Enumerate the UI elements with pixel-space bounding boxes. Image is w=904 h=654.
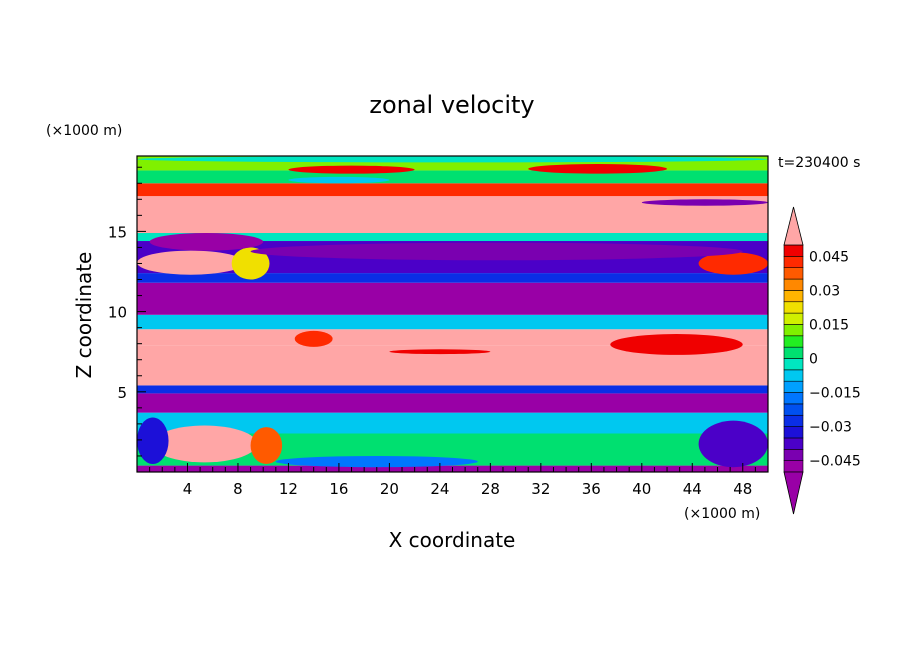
colorbar-tick-label: −0.015 — [809, 386, 861, 402]
contour-feature-5 — [294, 330, 333, 347]
x-tick-label: 32 — [531, 480, 550, 498]
colorbar-tick-label: −0.03 — [809, 420, 852, 436]
colorbar-swatch — [783, 346, 804, 359]
contour-band-6 — [137, 329, 768, 346]
contour-band-2 — [137, 412, 768, 434]
contour-band-8 — [137, 282, 768, 315]
contour-band-14 — [137, 170, 768, 184]
colorbar-swatch — [783, 324, 804, 337]
contour-feature-14 — [528, 164, 668, 174]
contour-feature-17 — [137, 156, 768, 163]
x-tick-label: 40 — [632, 480, 651, 498]
colorbar-swatch — [783, 278, 804, 291]
contour-feature-0 — [152, 425, 257, 463]
colorbar-swatch — [783, 426, 804, 439]
x-axis: 4 8 12 16 20 24 28 32 36 40 44 48 — [149, 463, 756, 498]
x-tick-label: 20 — [380, 480, 399, 498]
contour-band-7 — [137, 314, 768, 330]
colorbar-tick-label: −0.045 — [809, 454, 861, 470]
contour-feature-11 — [149, 232, 264, 251]
contour-feature-3 — [137, 417, 169, 464]
x-tick-label: 12 — [279, 480, 298, 498]
x-tick-label: 36 — [582, 480, 601, 498]
contour-feature-12 — [250, 242, 743, 261]
chart-title: zonal velocity — [369, 91, 534, 119]
colorbar-swatch — [783, 358, 804, 371]
contour-feature-8 — [137, 250, 245, 275]
contour-feature-15 — [288, 176, 390, 184]
colorbar-swatch — [783, 301, 804, 314]
contour-band-3 — [137, 393, 768, 413]
colorbar-swatch — [783, 290, 804, 303]
time-label: t=230400 s — [778, 155, 860, 171]
colorbar-tick-label: 0.015 — [809, 317, 849, 333]
contour-feature-9 — [231, 247, 270, 280]
colorbar-swatch — [783, 403, 804, 416]
colorbar-swatch — [783, 369, 804, 382]
colorbar-swatch — [783, 392, 804, 405]
colorbar-tick-label: 0.045 — [809, 249, 849, 265]
colorbar-swatch — [783, 335, 804, 348]
y-axis-unit: (×1000 m) — [46, 123, 122, 139]
colorbar-swatch — [783, 380, 804, 393]
contour-band-11 — [137, 232, 768, 242]
x-axis-unit: (×1000 m) — [684, 506, 760, 522]
colorbar-swatch — [783, 256, 804, 269]
colorbar-swatch — [783, 448, 804, 461]
contour-band-4 — [137, 385, 768, 394]
colorbar-swatch — [783, 244, 804, 257]
colorbar-over-triangle — [783, 206, 804, 246]
colorbar: 0.045 0.03 0.015 0 −0.015 −0.03 −0.045 — [783, 206, 861, 515]
contour-feature-2 — [698, 420, 768, 468]
x-tick-label: 44 — [683, 480, 702, 498]
contour-feature-4 — [275, 455, 478, 468]
x-tick-label: 4 — [183, 480, 193, 498]
y-tick-label: 15 — [108, 223, 127, 241]
x-axis-label: X coordinate — [389, 528, 516, 552]
y-axis-label: Z coordinate — [72, 252, 96, 379]
x-tick-label: 24 — [430, 480, 449, 498]
contour-feature-16 — [641, 199, 768, 206]
colorbar-tick-label: 0 — [809, 352, 818, 368]
colorbar-swatch — [783, 312, 804, 325]
x-tick-label: 48 — [733, 480, 752, 498]
contour-feature-10 — [698, 252, 768, 275]
colorbar-swatch — [783, 460, 804, 473]
colorbar-under-triangle — [783, 471, 804, 515]
contour-feature-7 — [389, 349, 491, 355]
contour-feature-13 — [288, 165, 415, 174]
contour-feature-6 — [610, 334, 743, 355]
contour-field — [137, 156, 768, 472]
contour-band-13 — [137, 183, 768, 197]
colorbar-swatch — [783, 414, 804, 427]
x-tick-label: 16 — [329, 480, 348, 498]
y-axis: 5 10 15 — [108, 166, 146, 457]
y-tick-label: 5 — [117, 384, 127, 402]
y-tick-label: 10 — [108, 304, 127, 322]
colorbar-swatch — [783, 267, 804, 280]
colorbar-tick-label: 0.03 — [809, 283, 840, 299]
colorbar-swatch — [783, 437, 804, 450]
x-tick-label: 8 — [233, 480, 243, 498]
contour-feature-1 — [250, 427, 283, 464]
x-tick-label: 28 — [481, 480, 500, 498]
contour-band-9 — [137, 273, 768, 283]
